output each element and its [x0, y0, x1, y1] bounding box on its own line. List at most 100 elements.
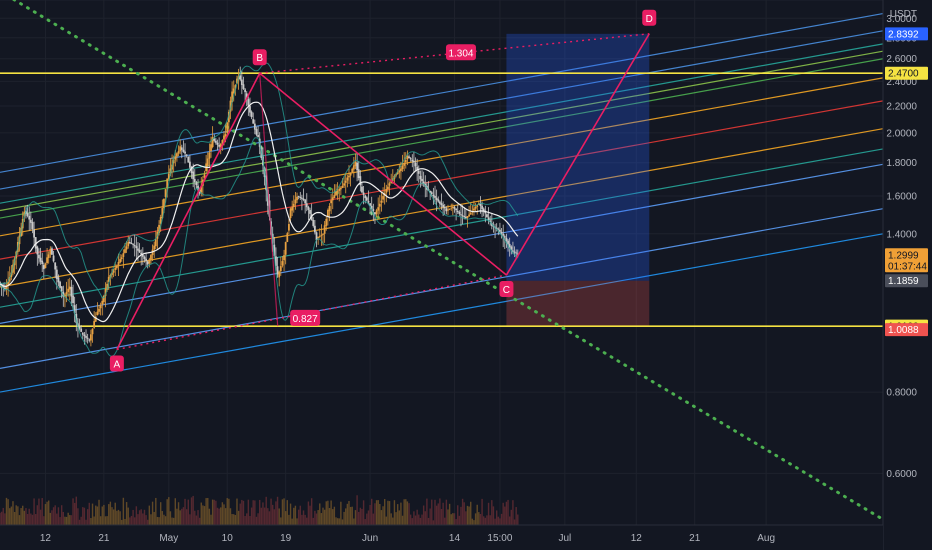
- volume-bar: [319, 503, 321, 525]
- harmonic-pattern[interactable]: 1.304 0.827 A B C D: [109, 9, 657, 372]
- time-tick-label: 12: [40, 533, 52, 544]
- volume-bar: [392, 517, 394, 525]
- candle-body: [167, 173, 170, 179]
- volume-bar: [83, 507, 86, 525]
- candle-body: [106, 283, 109, 290]
- candle-body: [378, 203, 381, 207]
- candle-body: [8, 276, 11, 282]
- candle-body: [325, 218, 328, 226]
- volume-bar: [440, 509, 443, 525]
- candle-body: [221, 140, 224, 144]
- volume-bar: [210, 514, 212, 525]
- volume-bar: [354, 510, 357, 525]
- volume-bar: [448, 503, 451, 525]
- candle-body: [411, 159, 414, 162]
- candle-body: [276, 266, 279, 275]
- candle-body: [114, 267, 117, 270]
- long-position-tool[interactable]: [506, 33, 650, 327]
- candle-body: [163, 198, 165, 208]
- candle-body: [312, 219, 315, 226]
- volume-bar: [242, 500, 245, 525]
- candle-body: [47, 254, 50, 259]
- volume-bar: [460, 506, 462, 525]
- volume-bar: [35, 514, 37, 525]
- time-tick-label: Jul: [558, 533, 571, 544]
- candle-body: [88, 339, 91, 341]
- volume-bar: [405, 499, 407, 525]
- volume-bar: [65, 516, 68, 525]
- volume-bar: [236, 498, 238, 525]
- volume-bar: [452, 513, 454, 525]
- horizontal-levels[interactable]: [0, 72, 883, 327]
- candle-body: [122, 253, 125, 257]
- candle-body: [184, 151, 186, 154]
- candle-body: [94, 316, 97, 322]
- volume-bar: [338, 518, 340, 525]
- candle-body: [365, 197, 368, 201]
- volume-bar: [374, 503, 376, 525]
- candle-body: [468, 214, 470, 217]
- volume-bar: [494, 518, 496, 525]
- candle-body: [294, 199, 297, 204]
- volume-bar: [504, 506, 506, 525]
- candle-body: [150, 255, 152, 260]
- volume-bar: [43, 516, 45, 525]
- volume-bar: [429, 508, 431, 525]
- volume-bar: [104, 516, 107, 525]
- candle-body: [81, 332, 84, 335]
- pattern-point-bg: [252, 49, 267, 66]
- volume-bar: [171, 517, 173, 525]
- candle-body: [65, 291, 68, 295]
- candle-body: [286, 233, 289, 242]
- candle-body: [372, 209, 375, 211]
- volume-bar: [465, 511, 467, 525]
- candle-body: [206, 158, 209, 166]
- candle-body: [466, 216, 469, 219]
- volume-bar: [46, 501, 48, 525]
- volume-bar: [276, 496, 279, 525]
- volume-bar: [182, 507, 185, 525]
- volume-bar: [457, 505, 459, 525]
- volume-bar: [432, 520, 435, 525]
- volume-bar: [23, 510, 26, 525]
- volume-bar: [291, 518, 293, 525]
- candle-body: [159, 217, 162, 224]
- volume-bar: [197, 510, 199, 525]
- ratio-label: 0.827: [290, 309, 321, 326]
- candle-body: [23, 211, 26, 217]
- trend-line[interactable]: [0, 0, 885, 521]
- candle-body: [317, 236, 320, 238]
- candle-body: [138, 250, 141, 253]
- volume-bar: [247, 499, 250, 525]
- volume-bar: [396, 504, 399, 525]
- candle-body: [224, 133, 227, 137]
- volume-bar: [148, 505, 151, 525]
- volume-bar: [281, 499, 284, 525]
- candle-body: [445, 208, 448, 212]
- candle-body: [83, 334, 86, 337]
- volume-bar: [44, 504, 47, 525]
- candle-body: [456, 210, 459, 213]
- descending-trend-line: [11, 0, 885, 521]
- volume-bar: [341, 519, 344, 525]
- candle-body: [102, 295, 105, 303]
- volume-bar: [109, 501, 112, 525]
- volume-bar: [30, 513, 32, 525]
- candle-body: [357, 169, 360, 178]
- pattern-leg: [259, 72, 507, 276]
- volume-bar: [257, 513, 259, 525]
- volume-bar: [124, 518, 126, 525]
- volume-bar: [216, 507, 219, 525]
- candle-body: [120, 257, 123, 260]
- volume-bar: [200, 502, 202, 525]
- volume-bar: [345, 508, 347, 525]
- candle-body: [299, 196, 302, 198]
- volume-bar: [51, 510, 53, 525]
- channel-line: [0, 148, 884, 308]
- candle-body: [242, 84, 245, 89]
- volume-bar: [151, 501, 154, 525]
- candle-body: [98, 308, 100, 312]
- volume-bar: [95, 505, 97, 525]
- volume-bar: [473, 520, 475, 525]
